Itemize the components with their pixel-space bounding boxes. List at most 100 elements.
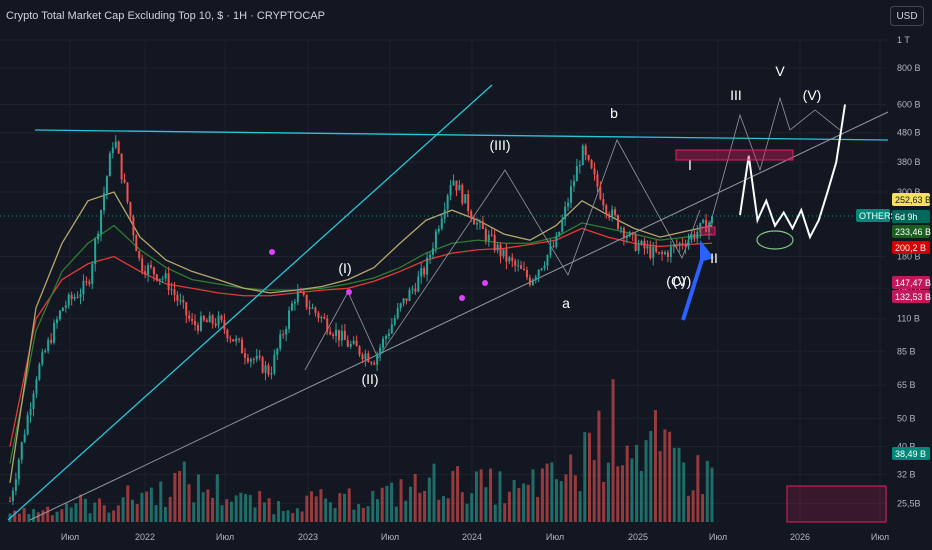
candle-body [323,317,326,319]
candle-body [61,307,64,311]
wave-label: (V) [803,87,822,103]
volume-bar [517,487,521,522]
marker-dot [346,289,352,295]
volume-bar [126,485,130,522]
marker-dot [269,249,275,255]
volume-bar [178,470,182,522]
candle-body [144,271,147,275]
wave-label: (V) [673,273,692,289]
candle-body [182,300,185,303]
volume-bar [17,513,21,522]
candle-body [602,199,605,206]
projection-path [739,104,846,240]
volume-bar [41,510,45,522]
price-tag-bg [892,447,930,460]
candle-body [73,296,76,299]
candle-body [540,268,543,270]
ma_red-line [9,227,713,447]
candle-body [549,245,552,255]
volume-bar [418,492,422,522]
volume-bar [215,474,219,522]
candle-body [496,244,499,251]
candle-body [599,186,602,200]
volume-bar [258,491,262,522]
diagonal-trendline [7,84,493,521]
candle-body [38,364,41,380]
volume-bar [248,494,252,522]
candle-body [155,274,158,281]
candle-body [346,339,349,347]
candle-body [211,315,214,324]
candle-body [370,362,373,364]
candle-body [117,141,120,154]
wave-label: I [688,157,692,173]
volume-bar [27,514,31,522]
volume-bar [239,492,243,522]
candle-body [508,257,511,262]
candle-body [523,268,526,271]
candle-body [214,323,217,326]
candle-body [85,281,88,283]
volume-bar [451,471,455,522]
candle-body [88,281,91,284]
horizontal-resistance-line [34,129,889,141]
volume-bar [149,487,153,522]
candle-body [546,254,549,266]
candle-body [396,308,399,319]
volume-bar [465,503,469,522]
volume-bar [211,497,215,522]
volume-bar [220,505,224,522]
volume-bar [225,499,229,522]
candle-body [299,290,302,293]
candle-body [288,310,291,329]
volume-bar [456,466,460,522]
candle-body [349,343,352,347]
wave-label: b [610,105,618,121]
volume-bar [102,505,106,522]
volume-bar [32,509,36,522]
candle-body [141,258,144,272]
volume-bar [343,493,347,522]
volume-bar [93,502,97,522]
price-tag-bg [856,209,890,222]
candle-body [702,219,705,223]
volume-bar [390,482,394,522]
currency-button[interactable]: USD [890,6,924,26]
volume-box [786,485,887,523]
volume-bar [611,379,615,522]
candle-body [276,348,279,355]
volume-bar [672,447,676,522]
candle-body [241,339,244,354]
candle-body [384,335,387,339]
volume-bar [522,483,526,522]
candle-body [229,338,232,340]
price-tag-bg [892,193,930,206]
candle-body [640,240,643,245]
candle-body [147,265,150,275]
candle-body [711,216,713,223]
candle-body [534,276,537,280]
candle-body [525,270,528,278]
volume-bar [79,494,83,522]
volume-bar [130,499,134,522]
candle-body [302,292,305,295]
x-tick-label: 2026 [790,532,810,542]
candle-body [434,231,437,249]
wave-label: (II) [361,371,378,387]
candle-body [643,240,646,249]
candle-body [111,147,114,154]
candle-body [708,222,711,233]
volume-bar [564,474,568,522]
candle-body [261,357,264,373]
candle-body [79,294,82,298]
volume-bar [578,491,582,522]
candle-body [100,210,103,234]
candle-body [443,209,446,219]
y-tick-label: 300 B [897,187,921,197]
volume-bar [545,463,549,522]
candle-body [634,234,637,251]
candle-body [308,307,311,309]
candle-body [593,168,596,175]
wave-label: II [710,250,718,266]
